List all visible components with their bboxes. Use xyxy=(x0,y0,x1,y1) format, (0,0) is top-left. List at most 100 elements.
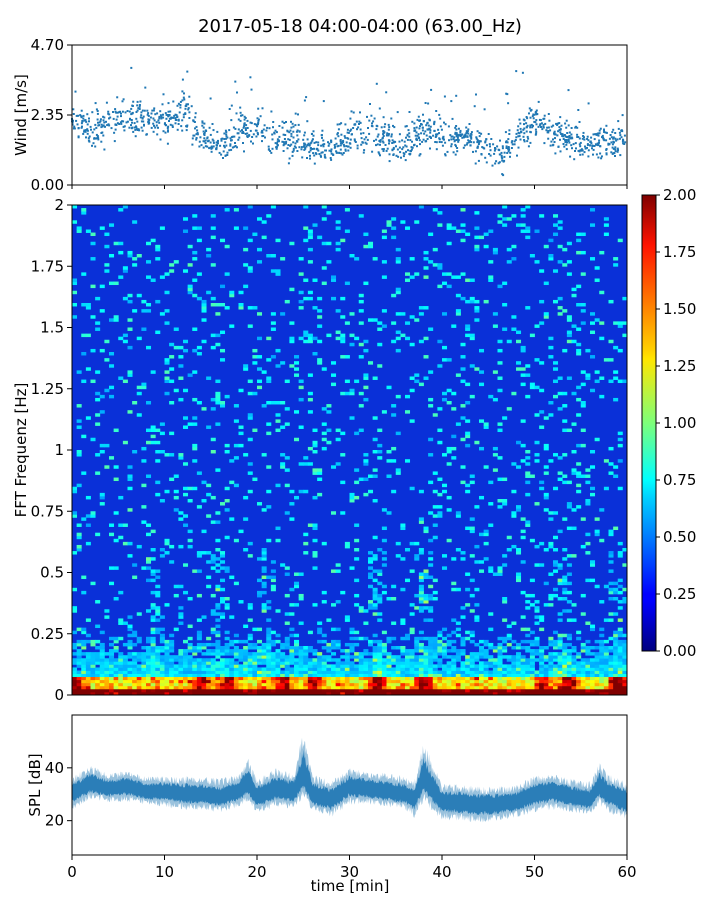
spectrogram-cell xyxy=(312,450,318,454)
wind-point xyxy=(540,122,543,125)
spectrogram-cell xyxy=(539,667,545,671)
spectrogram-cell xyxy=(183,670,189,674)
spectrogram-cell xyxy=(196,673,202,678)
spectrogram-cell xyxy=(428,584,434,589)
wind-point xyxy=(489,145,491,148)
spectrogram-cell xyxy=(492,649,498,653)
spectrogram-cell xyxy=(354,336,360,341)
spectrogram-cell xyxy=(562,309,568,313)
spectrogram-cell xyxy=(85,652,91,656)
spectrogram-cell xyxy=(437,428,443,433)
spectrogram-cell xyxy=(270,688,276,693)
wind-point xyxy=(229,144,232,147)
spectrogram-cell xyxy=(460,661,466,665)
wind-point xyxy=(160,117,163,120)
spectrogram-cell xyxy=(497,214,503,218)
spectrogram-cell xyxy=(146,303,152,307)
spectrogram-cell xyxy=(525,492,531,497)
wind-point xyxy=(368,119,371,122)
spectrogram-cell xyxy=(534,385,540,390)
wind-point xyxy=(278,125,281,127)
wind-point xyxy=(164,124,167,127)
spectrogram-cell xyxy=(215,563,221,567)
wind-point xyxy=(339,148,342,151)
wind-point xyxy=(233,135,236,138)
spectrogram-cell xyxy=(460,667,466,671)
spectrogram-cell xyxy=(381,676,387,681)
spectrogram-cell xyxy=(386,220,392,224)
wind-point xyxy=(203,122,206,125)
spectrogram-cell xyxy=(146,646,152,650)
spectrogram-cell xyxy=(594,679,600,684)
spectrogram-cell xyxy=(192,676,198,681)
wind-point xyxy=(202,130,205,133)
spectrogram-cell xyxy=(233,685,239,690)
spectrogram-cell xyxy=(363,664,369,668)
spectrogram-cell xyxy=(562,658,568,662)
spectrogram-cell xyxy=(113,465,119,469)
spectrogram-cell xyxy=(192,443,198,448)
spectrogram-cell xyxy=(169,655,175,659)
spectrogram-cell xyxy=(502,691,508,696)
spectrogram-cell xyxy=(562,682,568,687)
wind-point xyxy=(114,128,117,131)
spectrogram-cell xyxy=(280,453,286,457)
wind-point xyxy=(320,144,323,147)
wind-point xyxy=(174,117,177,120)
spectrogram-cell xyxy=(210,495,216,500)
wind-point xyxy=(102,134,105,137)
spectrogram-cell xyxy=(141,483,147,488)
wind-point xyxy=(243,118,246,121)
spectrogram-cell xyxy=(576,630,582,635)
spectrogram-cell xyxy=(465,682,471,687)
spectrogram-cell xyxy=(354,379,360,384)
spectrogram-cell xyxy=(594,658,600,662)
spectrogram-cell xyxy=(229,649,235,653)
spectrogram-cell xyxy=(261,646,267,650)
spectrogram-cell xyxy=(206,247,212,252)
wind-point xyxy=(455,139,458,141)
spectrogram-cell xyxy=(539,655,545,659)
wind-point xyxy=(569,137,572,140)
wind-point xyxy=(467,128,470,131)
spectrogram-cell xyxy=(210,688,216,693)
spectrogram-cell xyxy=(132,630,138,635)
spectrogram-cell xyxy=(141,299,147,304)
spectrogram-cell xyxy=(187,691,193,696)
spectrogram-cell xyxy=(506,685,512,690)
wind-point xyxy=(95,108,98,111)
spectrogram-cell xyxy=(210,554,216,558)
spectrogram-cell xyxy=(372,593,378,598)
spectrogram-cell xyxy=(349,333,355,338)
spectrogram-cell xyxy=(516,575,522,580)
spectrogram-cell xyxy=(590,664,596,668)
spectrogram-cell xyxy=(460,676,466,681)
spectrogram-cell xyxy=(266,691,272,696)
spectrogram-cell xyxy=(261,655,267,659)
spectrogram-cell xyxy=(590,676,596,681)
wind-point xyxy=(501,157,504,160)
spectrogram-cell xyxy=(474,664,480,668)
spectrogram-cell xyxy=(557,618,563,622)
spectrogram-cell xyxy=(261,566,267,570)
wind-point xyxy=(335,151,338,154)
wind-point xyxy=(390,135,393,138)
spectrogram-cell xyxy=(321,431,327,436)
wind-point xyxy=(506,152,509,154)
spectrogram-cell xyxy=(368,560,374,564)
spectrogram-cell xyxy=(488,642,494,647)
spectrogram-cell xyxy=(81,272,87,276)
spectrogram-cell xyxy=(178,364,184,368)
wind-point xyxy=(320,151,323,154)
spectrogram-cell xyxy=(312,682,318,687)
wind-point xyxy=(421,126,424,129)
spectrogram-cell xyxy=(363,373,369,377)
spectrogram-cell xyxy=(594,655,600,659)
spectrogram-cell xyxy=(344,642,350,647)
spectrogram-cell xyxy=(580,679,586,684)
spectrogram-cell xyxy=(465,232,471,237)
spectrogram-cell xyxy=(113,477,119,482)
spectrogram-cell xyxy=(132,682,138,687)
spectrogram-cell xyxy=(590,667,596,671)
spectrogram-cell xyxy=(317,664,323,668)
